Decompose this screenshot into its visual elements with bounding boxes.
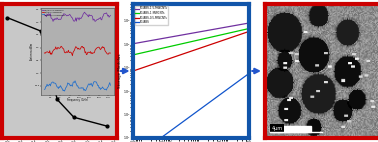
PC/ABS-0.5-MWCNTs — [162, 60, 166, 61]
PC/ABS-0.5-MWCNTs — [138, 68, 143, 69]
PC/ABS-1.5-MWCNTs — [138, 42, 143, 43]
PC/ABS-1.5-MWCNTs — [236, 24, 241, 26]
Y-axis label: Storage Modulus: Storage Modulus — [118, 54, 122, 88]
PC/ABS-1.5-MWCNTs — [131, 43, 135, 45]
PC/ABS-1.5-MWCNTs — [240, 23, 245, 25]
PC/ABS-0.5-MWCNTs — [240, 33, 245, 34]
Bar — [270, 126, 311, 132]
PC/ABS-1.5-MWCNTs — [246, 22, 251, 24]
PC/ABS-0.5-MWCNTs — [236, 34, 241, 36]
PC/ABS-0.5-MWCNTs — [136, 69, 140, 70]
PC/ABS-0.5-MWCNTs — [246, 31, 251, 33]
PC/ABS-1-MWCNTs — [131, 54, 135, 56]
PC/ABS — [240, 77, 245, 79]
Line: PC/ABS-1-MWCNTs: PC/ABS-1-MWCNTs — [133, 29, 249, 55]
PC/ABS — [236, 80, 241, 82]
PC/ABS-1-MWCNTs — [162, 47, 166, 49]
PC/ABS-1-MWCNTs — [236, 30, 241, 32]
PC/ABS-1-MWCNTs — [240, 29, 245, 31]
PC/ABS — [246, 73, 251, 75]
PC/ABS — [162, 135, 166, 136]
Line: PC/ABS-0.5-MWCNTs: PC/ABS-0.5-MWCNTs — [133, 32, 249, 71]
Text: 4μm: 4μm — [271, 126, 283, 131]
PC/ABS-1.5-MWCNTs — [162, 37, 166, 39]
PC/ABS-0.5-MWCNTs — [152, 63, 157, 64]
PC/ABS-1-MWCNTs — [246, 28, 251, 30]
Line: PC/ABS-1.5-MWCNTs: PC/ABS-1.5-MWCNTs — [133, 23, 249, 44]
Line: PC/ABS: PC/ABS — [133, 74, 249, 142]
PC/ABS-0.5-MWCNTs — [131, 70, 135, 72]
PC/ABS-1.5-MWCNTs — [136, 42, 140, 44]
PC/ABS-1.5-MWCNTs — [152, 39, 157, 41]
Legend: PC/ABS-1.5-MWCNTs, PC/ABS-1-MWCNTs, PC/ABS-0.5-MWCNTs, PC/ABS: PC/ABS-1.5-MWCNTs, PC/ABS-1-MWCNTs, PC/A… — [135, 6, 168, 25]
PC/ABS-1-MWCNTs — [152, 49, 157, 51]
PC/ABS-1-MWCNTs — [136, 53, 140, 55]
PC/ABS-1-MWCNTs — [138, 52, 143, 54]
